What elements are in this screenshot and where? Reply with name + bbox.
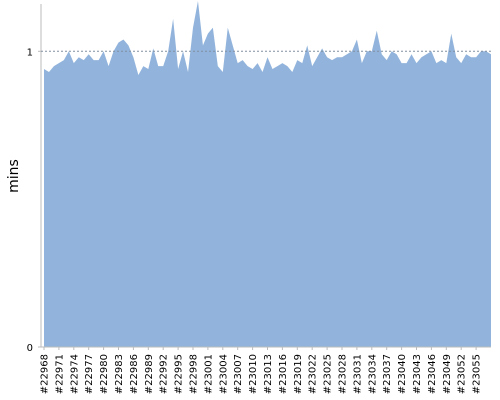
x-tick-label: #22977	[84, 354, 95, 394]
x-tick-label: #23040	[397, 354, 408, 394]
x-tick-label: #23034	[367, 354, 378, 394]
x-tick-label: #23049	[442, 354, 453, 394]
x-tick-label: #22998	[189, 354, 200, 394]
x-tick-label: #22995	[174, 354, 185, 394]
x-tick-label: #22989	[144, 354, 155, 394]
x-tick-label: #23013	[263, 354, 274, 394]
x-tick-label: #22968	[40, 354, 51, 394]
x-tick-label: #22992	[159, 354, 170, 394]
x-tick-label: #23022	[308, 354, 319, 394]
x-tick-label: #22971	[54, 354, 65, 394]
x-tick-label: #23025	[323, 354, 334, 394]
x-tick-label: #23046	[427, 354, 438, 394]
x-tick-label: #23001	[203, 354, 214, 394]
x-tick-label: #23004	[218, 354, 229, 394]
x-tick-label: #22983	[114, 354, 125, 394]
x-tick-label: #22986	[129, 354, 140, 394]
x-tick-labels: #22968 #22971 #22974 #22977 #22980 #22983 #229…	[40, 347, 483, 394]
x-tick-label: #23016	[278, 354, 289, 394]
x-tick-label: #23055	[472, 354, 483, 394]
x-tick-label: #23043	[412, 354, 423, 394]
x-tick-label: #23019	[293, 354, 304, 394]
x-tick-label: #23028	[338, 354, 349, 394]
x-tick-label: #23010	[248, 354, 259, 394]
series-area	[44, 1, 491, 347]
y-tick-label: 1	[27, 47, 33, 58]
y-tick-label: 0	[27, 343, 33, 354]
x-tick-label: #23007	[233, 354, 244, 394]
x-tick-label: #23031	[352, 354, 363, 394]
x-tick-label: #23037	[382, 354, 393, 394]
x-tick-label: #22974	[69, 354, 80, 394]
x-tick-label: #23052	[457, 354, 468, 394]
area-layer	[44, 1, 491, 347]
x-tick-label: #22980	[99, 354, 110, 394]
y-axis-title: mins	[6, 159, 22, 193]
y-tick-labels: 01	[27, 47, 41, 354]
